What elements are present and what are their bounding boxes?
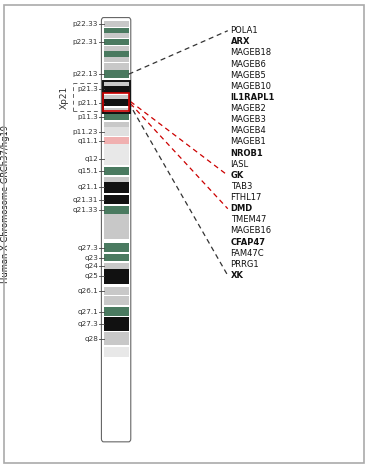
Text: q21.31: q21.31 [73, 197, 98, 203]
Bar [103, 99, 129, 106]
Text: q27.3: q27.3 [77, 245, 98, 251]
Text: Xp21: Xp21 [60, 85, 69, 109]
Text: TAB3: TAB3 [231, 182, 252, 191]
Text: IASL: IASL [231, 160, 249, 169]
Text: MAGEB3: MAGEB3 [231, 115, 266, 124]
Text: q26.1: q26.1 [77, 288, 98, 294]
Text: GK: GK [231, 171, 244, 180]
Bar [103, 33, 129, 38]
Text: IL1RAPL1: IL1RAPL1 [231, 93, 275, 102]
Text: FTHL17: FTHL17 [231, 193, 262, 202]
Bar [103, 127, 129, 136]
Bar [103, 214, 129, 224]
Text: q27.1: q27.1 [77, 309, 98, 315]
Bar [103, 154, 129, 165]
Text: MAGEB2: MAGEB2 [231, 104, 266, 113]
Bar [103, 177, 129, 183]
Bar [103, 46, 129, 51]
Bar [103, 287, 129, 295]
Text: POLA1: POLA1 [231, 26, 258, 35]
Text: q12: q12 [84, 156, 98, 162]
Bar [103, 63, 129, 70]
Bar [103, 57, 129, 62]
Text: ARX: ARX [231, 37, 250, 46]
Text: MAGEB4: MAGEB4 [231, 126, 266, 135]
Bar [103, 39, 129, 45]
Text: q21.1: q21.1 [77, 184, 98, 190]
Text: DMD: DMD [231, 204, 253, 213]
Bar [103, 263, 129, 270]
Text: q24: q24 [84, 263, 98, 270]
Bar [103, 254, 129, 261]
Text: MAGEB10: MAGEB10 [231, 82, 272, 91]
Text: q23: q23 [84, 255, 98, 261]
Bar [103, 182, 129, 193]
Bar [103, 95, 129, 100]
Text: MAGEB16: MAGEB16 [231, 227, 272, 235]
Text: Human X Chromosome GRCh37/hg19: Human X Chromosome GRCh37/hg19 [1, 125, 10, 283]
Bar [103, 317, 129, 331]
Text: TMEM47: TMEM47 [231, 215, 266, 224]
Bar [103, 86, 129, 93]
Bar [103, 145, 129, 154]
Bar [103, 122, 129, 128]
Text: MAGEB5: MAGEB5 [231, 71, 266, 80]
Text: NROB1: NROB1 [231, 149, 263, 158]
Text: p21.3: p21.3 [77, 87, 98, 92]
Text: p21.1: p21.1 [77, 100, 98, 105]
Bar [103, 94, 129, 110]
Text: q27.3: q27.3 [77, 321, 98, 327]
Text: MAGEB18: MAGEB18 [231, 49, 272, 58]
Bar [103, 205, 129, 214]
Text: MAGEB1: MAGEB1 [231, 138, 266, 146]
Bar [103, 113, 129, 120]
Bar [103, 81, 129, 86]
Bar [103, 167, 129, 176]
Text: q15.1: q15.1 [77, 168, 98, 174]
Bar [103, 307, 129, 316]
Bar [103, 332, 129, 345]
Bar [103, 21, 129, 27]
Text: PRRG1: PRRG1 [231, 260, 259, 269]
Bar [103, 28, 129, 33]
Text: p22.31: p22.31 [73, 39, 98, 45]
Text: MAGEB6: MAGEB6 [231, 59, 266, 69]
Bar [103, 108, 129, 113]
Text: p22.13: p22.13 [73, 71, 98, 77]
Bar [103, 224, 129, 239]
Text: p22.33: p22.33 [73, 21, 98, 27]
Bar [103, 243, 129, 252]
Bar [103, 51, 129, 57]
Text: q21.33: q21.33 [73, 207, 98, 213]
Text: FAM47C: FAM47C [231, 249, 264, 258]
Text: q28: q28 [84, 336, 98, 342]
Bar [103, 296, 129, 305]
Text: q25: q25 [84, 273, 98, 279]
Text: CFAP47: CFAP47 [231, 238, 266, 247]
Bar [103, 347, 129, 358]
Bar [103, 195, 129, 204]
Text: p11.3: p11.3 [77, 114, 98, 120]
Bar [103, 81, 130, 113]
Text: p11.23: p11.23 [73, 129, 98, 135]
Bar [103, 138, 129, 145]
Text: q11.1: q11.1 [77, 138, 98, 144]
Text: XK: XK [231, 271, 244, 280]
Bar [103, 70, 129, 78]
Bar [103, 270, 129, 284]
